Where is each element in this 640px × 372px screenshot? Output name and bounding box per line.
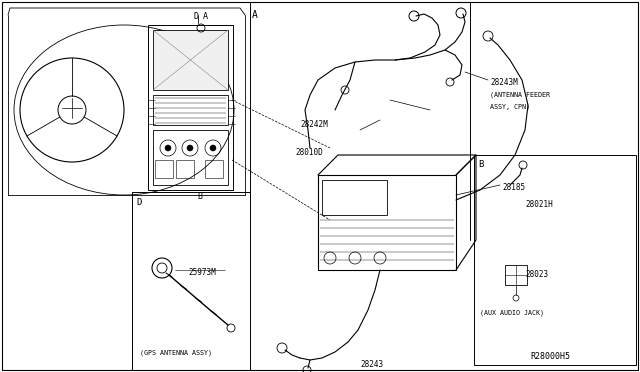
Bar <box>153 95 228 125</box>
Text: B: B <box>478 160 483 169</box>
Circle shape <box>187 145 193 151</box>
Bar <box>322 180 387 215</box>
Text: D: D <box>136 198 141 207</box>
Text: ASSY, CPN): ASSY, CPN) <box>490 104 530 110</box>
Bar <box>318 175 456 270</box>
Circle shape <box>165 145 171 151</box>
Bar <box>155 160 173 178</box>
Text: 25973M: 25973M <box>188 268 216 277</box>
Text: 28242M: 28242M <box>300 120 328 129</box>
Bar <box>153 30 228 90</box>
Bar <box>153 130 228 185</box>
Text: B: B <box>198 192 202 201</box>
Text: 28023: 28023 <box>525 270 548 279</box>
Text: A: A <box>203 12 208 21</box>
Text: D: D <box>193 12 198 21</box>
Text: 28185: 28185 <box>502 183 525 192</box>
Circle shape <box>210 145 216 151</box>
Text: (GPS ANTENNA ASSY): (GPS ANTENNA ASSY) <box>140 350 212 356</box>
Text: 28243: 28243 <box>360 360 383 369</box>
Text: A: A <box>252 10 258 20</box>
Text: 28010D: 28010D <box>295 148 323 157</box>
Text: (ANTENNA FEEDER: (ANTENNA FEEDER <box>490 92 550 99</box>
Bar <box>176 160 194 178</box>
Text: (AUX AUDIO JACK): (AUX AUDIO JACK) <box>480 310 544 317</box>
Text: 28243M: 28243M <box>490 78 518 87</box>
Text: R28000H5: R28000H5 <box>530 352 570 361</box>
Bar <box>505 265 527 285</box>
Text: 28021H: 28021H <box>525 200 553 209</box>
Bar <box>205 160 223 178</box>
Bar <box>148 25 233 190</box>
Bar <box>474 155 636 365</box>
